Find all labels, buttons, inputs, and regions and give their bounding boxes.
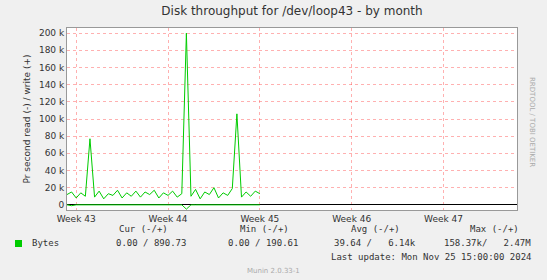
- svg-text:Pr second read (-) / write (+): Pr second read (-) / write (+): [22, 55, 32, 184]
- svg-text:120 k: 120 k: [39, 97, 65, 107]
- svg-text:Week 44: Week 44: [149, 214, 188, 224]
- svg-text:Week 46: Week 46: [332, 214, 371, 224]
- svg-text:Week 45: Week 45: [240, 214, 279, 224]
- svg-text:0.00 / 890.73: 0.00 / 890.73: [116, 238, 186, 248]
- svg-text:80 k: 80 k: [45, 131, 65, 141]
- svg-text:Max (-/+): Max (-/+): [470, 224, 519, 234]
- svg-text:Last update: Mon Nov 25 15:00:: Last update: Mon Nov 25 15:00:00 2024: [331, 252, 531, 262]
- svg-text:60 k: 60 k: [45, 148, 65, 158]
- svg-text:20 k: 20 k: [45, 183, 65, 193]
- svg-text:0: 0: [58, 200, 64, 210]
- svg-text:40 k: 40 k: [45, 166, 65, 176]
- svg-text:Disk throughput for /dev/loop4: Disk throughput for /dev/loop43 - by mon…: [161, 4, 422, 18]
- svg-text:160 k: 160 k: [39, 63, 65, 73]
- svg-text:158.37k/ 2.47M: 158.37k/ 2.47M: [444, 238, 531, 248]
- svg-text:Cur (-/+): Cur (-/+): [119, 224, 168, 234]
- svg-text:140 k: 140 k: [39, 80, 65, 90]
- svg-text:Avg (-/+): Avg (-/+): [351, 224, 400, 234]
- svg-text:Week 47: Week 47: [424, 214, 463, 224]
- svg-text:200 k: 200 k: [39, 28, 65, 38]
- svg-text:RRDTOOL / TOBI OETIKER: RRDTOOL / TOBI OETIKER: [528, 77, 536, 167]
- svg-text:Week 43: Week 43: [57, 214, 96, 224]
- svg-text:0.00 / 190.61: 0.00 / 190.61: [228, 238, 298, 248]
- svg-text:100 k: 100 k: [39, 114, 65, 124]
- svg-text:39.64 / 6.14k: 39.64 / 6.14k: [334, 238, 416, 248]
- svg-text:Munin 2.0.33-1: Munin 2.0.33-1: [247, 267, 300, 275]
- svg-text:180 k: 180 k: [39, 45, 65, 55]
- svg-text:Bytes: Bytes: [32, 238, 59, 248]
- svg-text:Min (-/+): Min (-/+): [240, 224, 289, 234]
